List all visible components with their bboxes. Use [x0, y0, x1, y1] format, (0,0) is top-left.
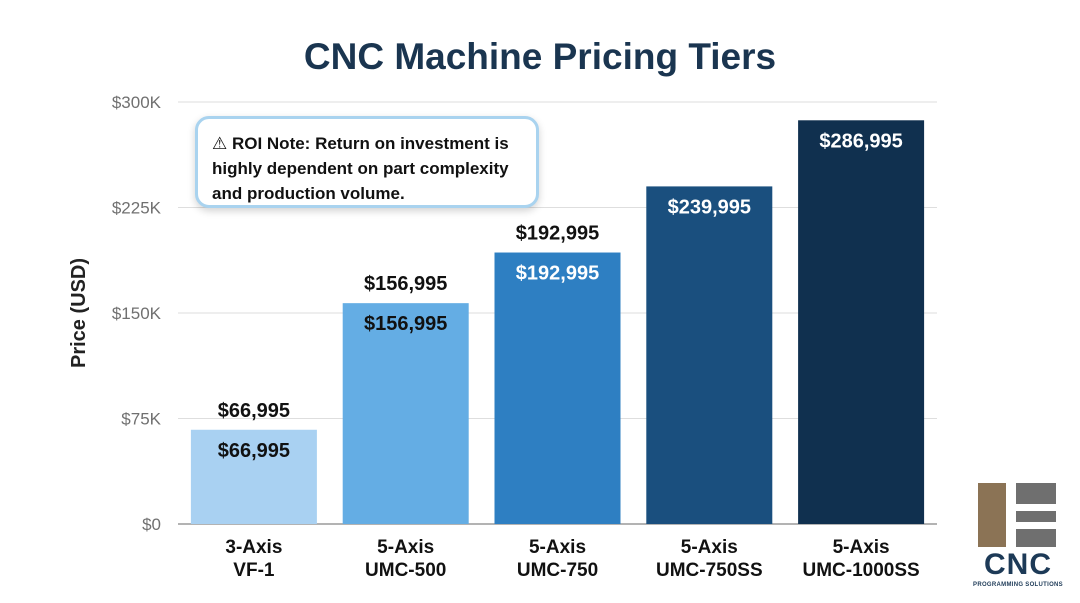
bar — [798, 120, 925, 524]
bar — [342, 303, 469, 524]
bar — [190, 429, 317, 524]
bar-value-label: $239,995 — [668, 196, 751, 218]
y-tick-label: $225K — [112, 199, 162, 218]
bar-value-label: $66,995 — [218, 440, 290, 462]
logo-tagline: PROGRAMMING SOLUTIONS — [973, 582, 1063, 588]
bar-value-label: $192,995 — [516, 263, 599, 285]
bar-value-label-outside: $192,995 — [516, 223, 599, 245]
y-tick-label: $150K — [112, 304, 162, 323]
bars: $66,995 $66,995 $156,995 $156,995 $192,995 $1… — [190, 120, 925, 524]
x-category-sublabel: UMC-750SS — [656, 560, 763, 581]
roi-note-text: ⚠ ROI Note: Return on investment is high… — [212, 134, 509, 203]
roi-note-callout: ⚠ ROI Note: Return on investment is high… — [195, 116, 539, 208]
x-category-sublabel: UMC-750 — [517, 560, 598, 581]
y-axis-ticks: $0 $75K $150K $225K $300K — [112, 93, 162, 534]
bar-value-label: $286,995 — [819, 130, 902, 152]
x-category-label: 5-Axis — [377, 537, 434, 558]
y-tick-label: $300K — [112, 93, 162, 112]
cnc-logo: CNC PROGRAMMING SOLUTIONS — [972, 480, 1064, 592]
bar-value-label-outside: $66,995 — [218, 400, 290, 422]
x-category-label: 3-Axis — [225, 537, 282, 558]
bar-value-label: $156,995 — [364, 313, 447, 335]
x-category-sublabel: VF-1 — [233, 560, 275, 581]
x-category-label: 5-Axis — [681, 537, 738, 558]
x-category-label: 5-Axis — [833, 537, 890, 558]
bar — [494, 252, 621, 524]
x-category-label: 5-Axis — [529, 537, 586, 558]
y-axis-label: Price (USD) — [68, 258, 90, 368]
y-tick-label: $75K — [121, 410, 161, 429]
logo-wordmark: CNC — [984, 548, 1052, 581]
y-tick-label: $0 — [142, 515, 161, 534]
bar-value-label-outside: $156,995 — [364, 273, 447, 295]
cnc-logo-mark — [978, 483, 1056, 547]
x-category-sublabel: UMC-1000SS — [802, 560, 919, 581]
x-axis-categories: 3-AxisVF-15-AxisUMC-5005-AxisUMC-7505-Ax… — [225, 537, 919, 581]
x-category-sublabel: UMC-500 — [365, 560, 446, 581]
chart-title: CNC Machine Pricing Tiers — [303, 36, 777, 77]
bar — [646, 186, 773, 524]
